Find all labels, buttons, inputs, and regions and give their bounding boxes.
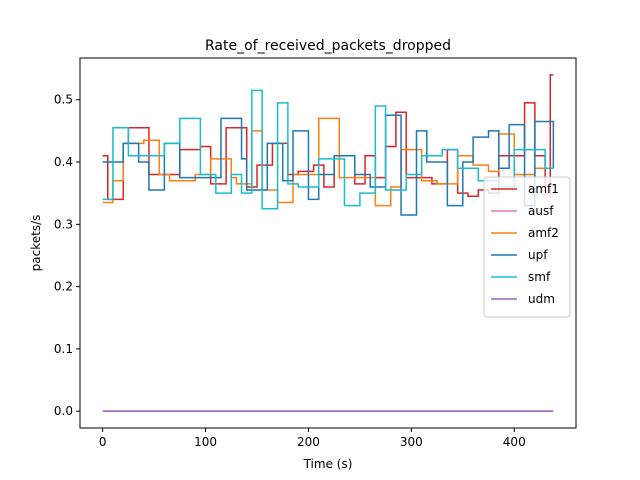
legend-label-udm: udm xyxy=(528,292,555,306)
y-tick-label: 0.2 xyxy=(54,280,73,294)
x-tick-label: 400 xyxy=(503,435,526,449)
plot-area xyxy=(79,57,577,429)
plot-frame xyxy=(79,57,577,429)
series-layer xyxy=(102,74,555,412)
legend-label-amf2: amf2 xyxy=(528,226,559,240)
x-tick-label: 100 xyxy=(194,435,217,449)
y-axis-label: packets/s xyxy=(29,215,43,272)
legend-label-upf: upf xyxy=(528,248,548,262)
y-tick-label: 0.1 xyxy=(54,342,73,356)
x-axis-ticks: 0 100 200 300 400 xyxy=(99,428,526,449)
x-axis-label: Time (s) xyxy=(303,457,353,471)
y-tick-label: 0.0 xyxy=(54,404,73,418)
legend-label-amf1: amf1 xyxy=(528,182,559,196)
series-line-smf xyxy=(102,89,554,210)
x-tick-label: 200 xyxy=(297,435,320,449)
x-tick-label: 300 xyxy=(400,435,423,449)
series-line-amf2 xyxy=(102,117,554,207)
x-tick-label: 0 xyxy=(99,435,107,449)
series-line-upf xyxy=(102,114,555,216)
legend: amf1 ausf amf2 upf smf udm xyxy=(483,176,571,318)
y-tick-label: 0.5 xyxy=(54,93,73,107)
y-tick-label: 0.3 xyxy=(54,217,73,231)
chart-title: Rate_of_received_packets_dropped xyxy=(205,38,451,54)
legend-label-smf: smf xyxy=(528,270,551,284)
legend-box xyxy=(483,176,571,318)
y-axis-ticks: 0.0 0.1 0.2 0.3 0.4 0.5 xyxy=(54,93,80,418)
y-tick-label: 0.4 xyxy=(54,155,73,169)
legend-label-ausf: ausf xyxy=(528,204,554,218)
